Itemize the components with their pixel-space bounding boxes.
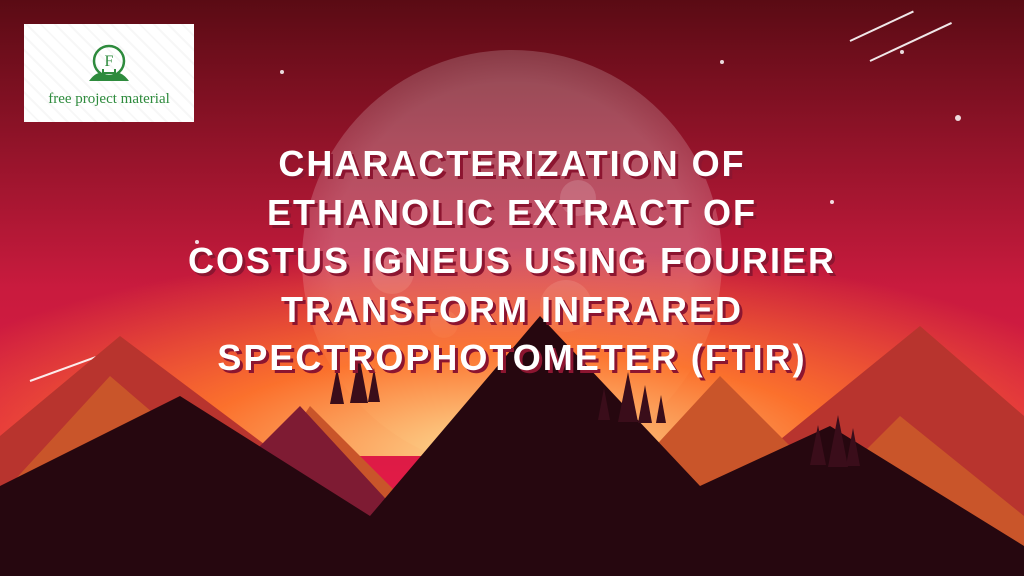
star (720, 60, 724, 64)
title-line-5: SPECTROPHOTOMETER (FTIR) (102, 334, 922, 383)
star (280, 70, 284, 74)
main-title: CHARACTERIZATION OF ETHANOLIC EXTRACT OF… (102, 140, 922, 383)
tree (828, 415, 848, 467)
logo-box: F free project material (24, 24, 194, 122)
title-line-4: TRANSFORM INFRARED (102, 286, 922, 335)
tree (656, 395, 666, 423)
star (900, 50, 904, 54)
tree (638, 385, 652, 423)
title-line-2: ETHANOLIC EXTRACT OF (102, 189, 922, 238)
logo-letter: F (105, 53, 114, 70)
tree (810, 425, 826, 465)
tree (846, 428, 860, 466)
logo-text: free project material (48, 91, 170, 108)
title-line-3: COSTUS IGNEUS USING FOURIER (102, 237, 922, 286)
star (955, 115, 961, 121)
title-line-1: CHARACTERIZATION OF (102, 140, 922, 189)
logo-bulb-icon: F (81, 39, 137, 89)
tree (598, 388, 610, 420)
